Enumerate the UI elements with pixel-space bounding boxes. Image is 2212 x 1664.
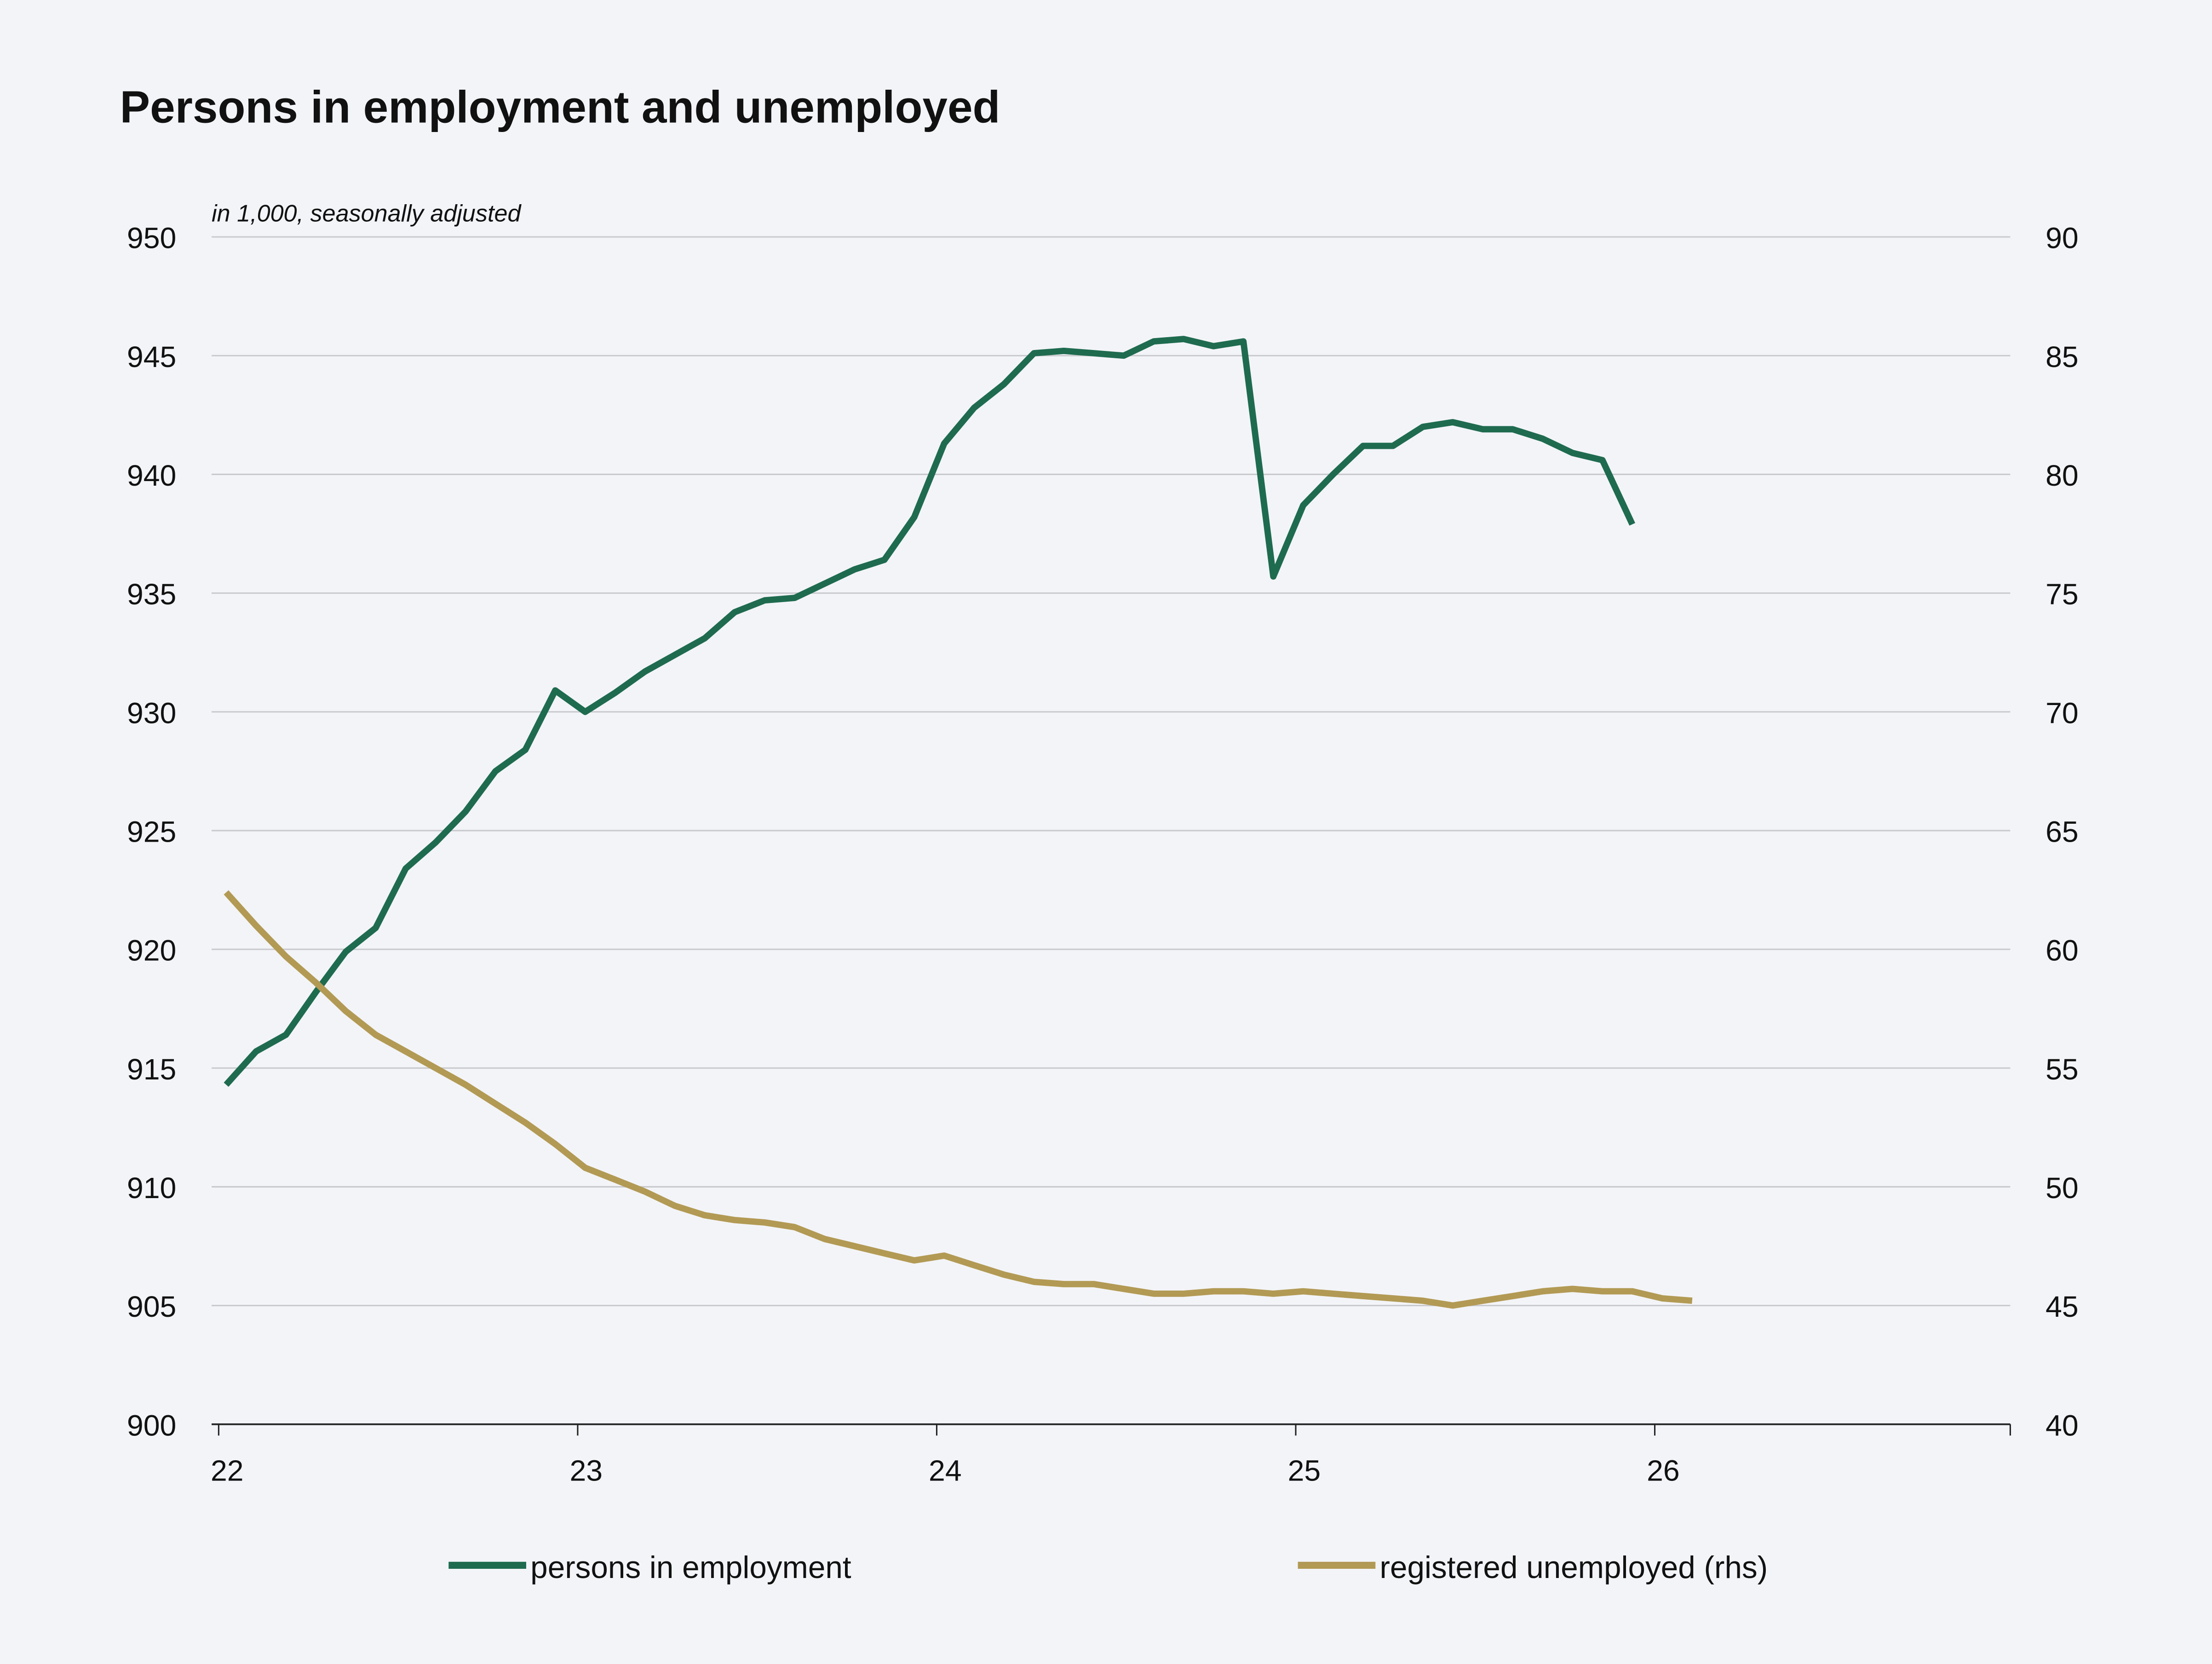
y-left-tick-label: 900 — [127, 1409, 176, 1442]
y-right-tick-label: 65 — [2045, 815, 2079, 848]
series-line-left — [224, 336, 1636, 1087]
y-left-tick-label: 950 — [127, 222, 176, 255]
y-right-tick-label: 75 — [2045, 578, 2079, 611]
chart-subtitle: in 1,000, seasonally adjusted — [212, 200, 522, 227]
y-left-tick-label: 925 — [127, 815, 176, 848]
y-right-tick-label: 70 — [2045, 696, 2079, 729]
y-left-tick-label: 920 — [127, 934, 176, 967]
y-right-tick-label: 55 — [2045, 1053, 2079, 1086]
y-right-tick-label: 40 — [2045, 1409, 2079, 1442]
y-left-tick-label: 935 — [127, 578, 176, 611]
y-left-tick-label: 940 — [127, 459, 176, 492]
x-tick-label: 23 — [570, 1454, 603, 1487]
y-right-tick-label: 60 — [2045, 934, 2079, 967]
y-right-tick-label: 50 — [2045, 1171, 2079, 1205]
legend-label: registered unemployed (rhs) — [1379, 1550, 1768, 1585]
x-tick-label: 25 — [1288, 1454, 1321, 1487]
y-left-tick-label: 905 — [127, 1290, 176, 1323]
y-right-tick-label: 90 — [2045, 222, 2079, 255]
series-line-right — [224, 890, 1693, 1309]
y-right-tick-label: 45 — [2045, 1290, 2079, 1323]
y-left-tick-label: 910 — [127, 1171, 176, 1205]
y-right-tick-label: 80 — [2045, 459, 2079, 492]
x-tick-label: 26 — [1647, 1454, 1680, 1487]
y-left-tick-label: 915 — [127, 1053, 176, 1086]
x-tick-label: 24 — [929, 1454, 962, 1487]
y-right-tick-label: 85 — [2045, 340, 2079, 373]
x-tick-label: 22 — [211, 1454, 244, 1487]
chart-title: Persons in employment and unemployed — [120, 82, 1000, 132]
y-left-tick-label: 930 — [127, 696, 176, 729]
legend-label: persons in employment — [530, 1550, 851, 1585]
y-left-tick-label: 945 — [127, 340, 176, 373]
